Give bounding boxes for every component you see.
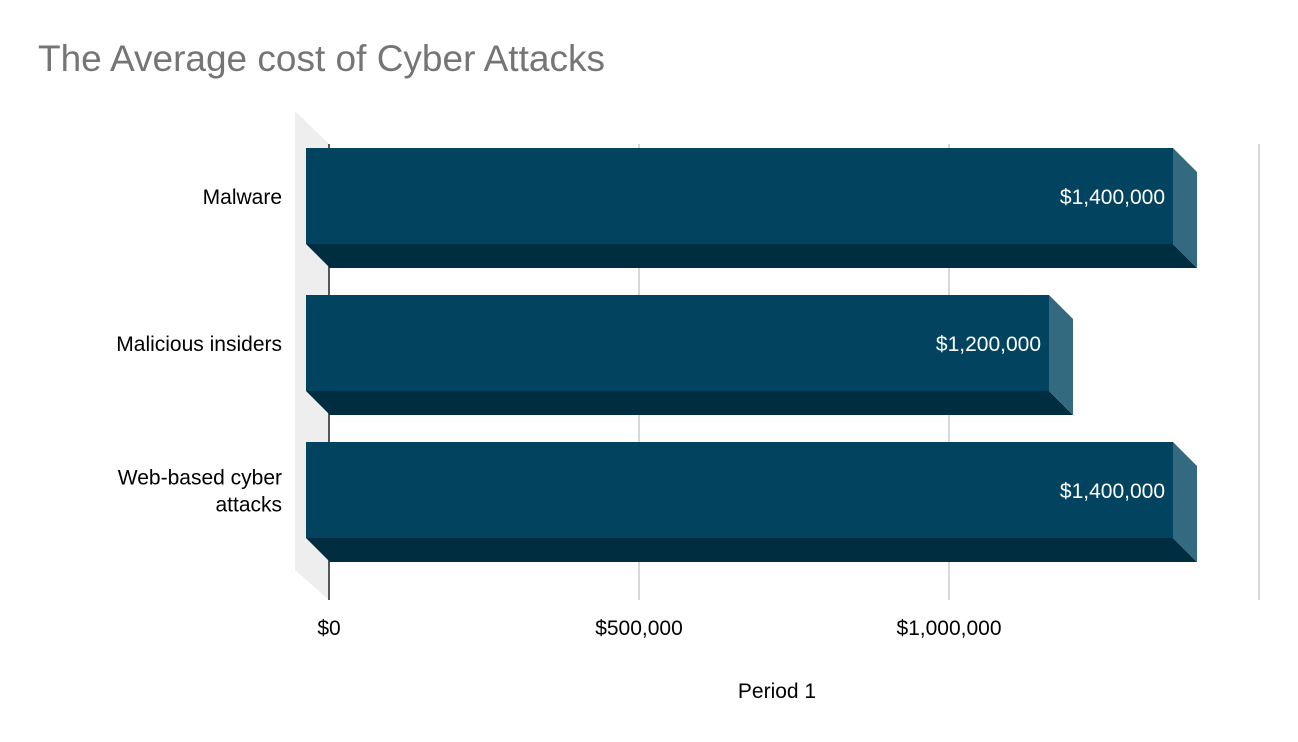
x-tick-label: $0 [317, 617, 340, 640]
bar-bottom-face [306, 391, 1073, 415]
bars [306, 148, 1197, 562]
data-label: $1,400,000 [1060, 186, 1165, 209]
x-axis-label: Period 1 [738, 680, 816, 703]
y-category-label: Malware [203, 186, 282, 209]
labels: $0 $500,000 $1,000,000 Period 1 $1,400,000 Ma… [116, 186, 1165, 703]
bar [306, 442, 1173, 538]
chart-title: The Average cost of Cyber Attacks [38, 38, 605, 79]
bar-end-face [1173, 148, 1197, 268]
y-category-label-line: attacks [215, 494, 282, 517]
bar [306, 148, 1173, 244]
y-category-label-line: Malware [203, 186, 282, 209]
y-category-label-line: Web-based cyber [118, 467, 282, 490]
y-category-label: Web-based cyber attacks [118, 467, 282, 517]
y-category-label-line: Malicious insiders [116, 333, 282, 356]
data-label: $1,400,000 [1060, 480, 1165, 503]
y-category-label: Malicious insiders [116, 333, 282, 356]
data-label: $1,200,000 [936, 333, 1041, 356]
bar-end-face [1173, 442, 1197, 562]
bar-end-face [1049, 295, 1073, 415]
bar-bottom-face [306, 244, 1197, 268]
x-tick-label: $500,000 [595, 617, 683, 640]
bar-bottom-face [306, 538, 1197, 562]
bar [306, 295, 1049, 391]
x-tick-label: $1,000,000 [896, 617, 1001, 640]
